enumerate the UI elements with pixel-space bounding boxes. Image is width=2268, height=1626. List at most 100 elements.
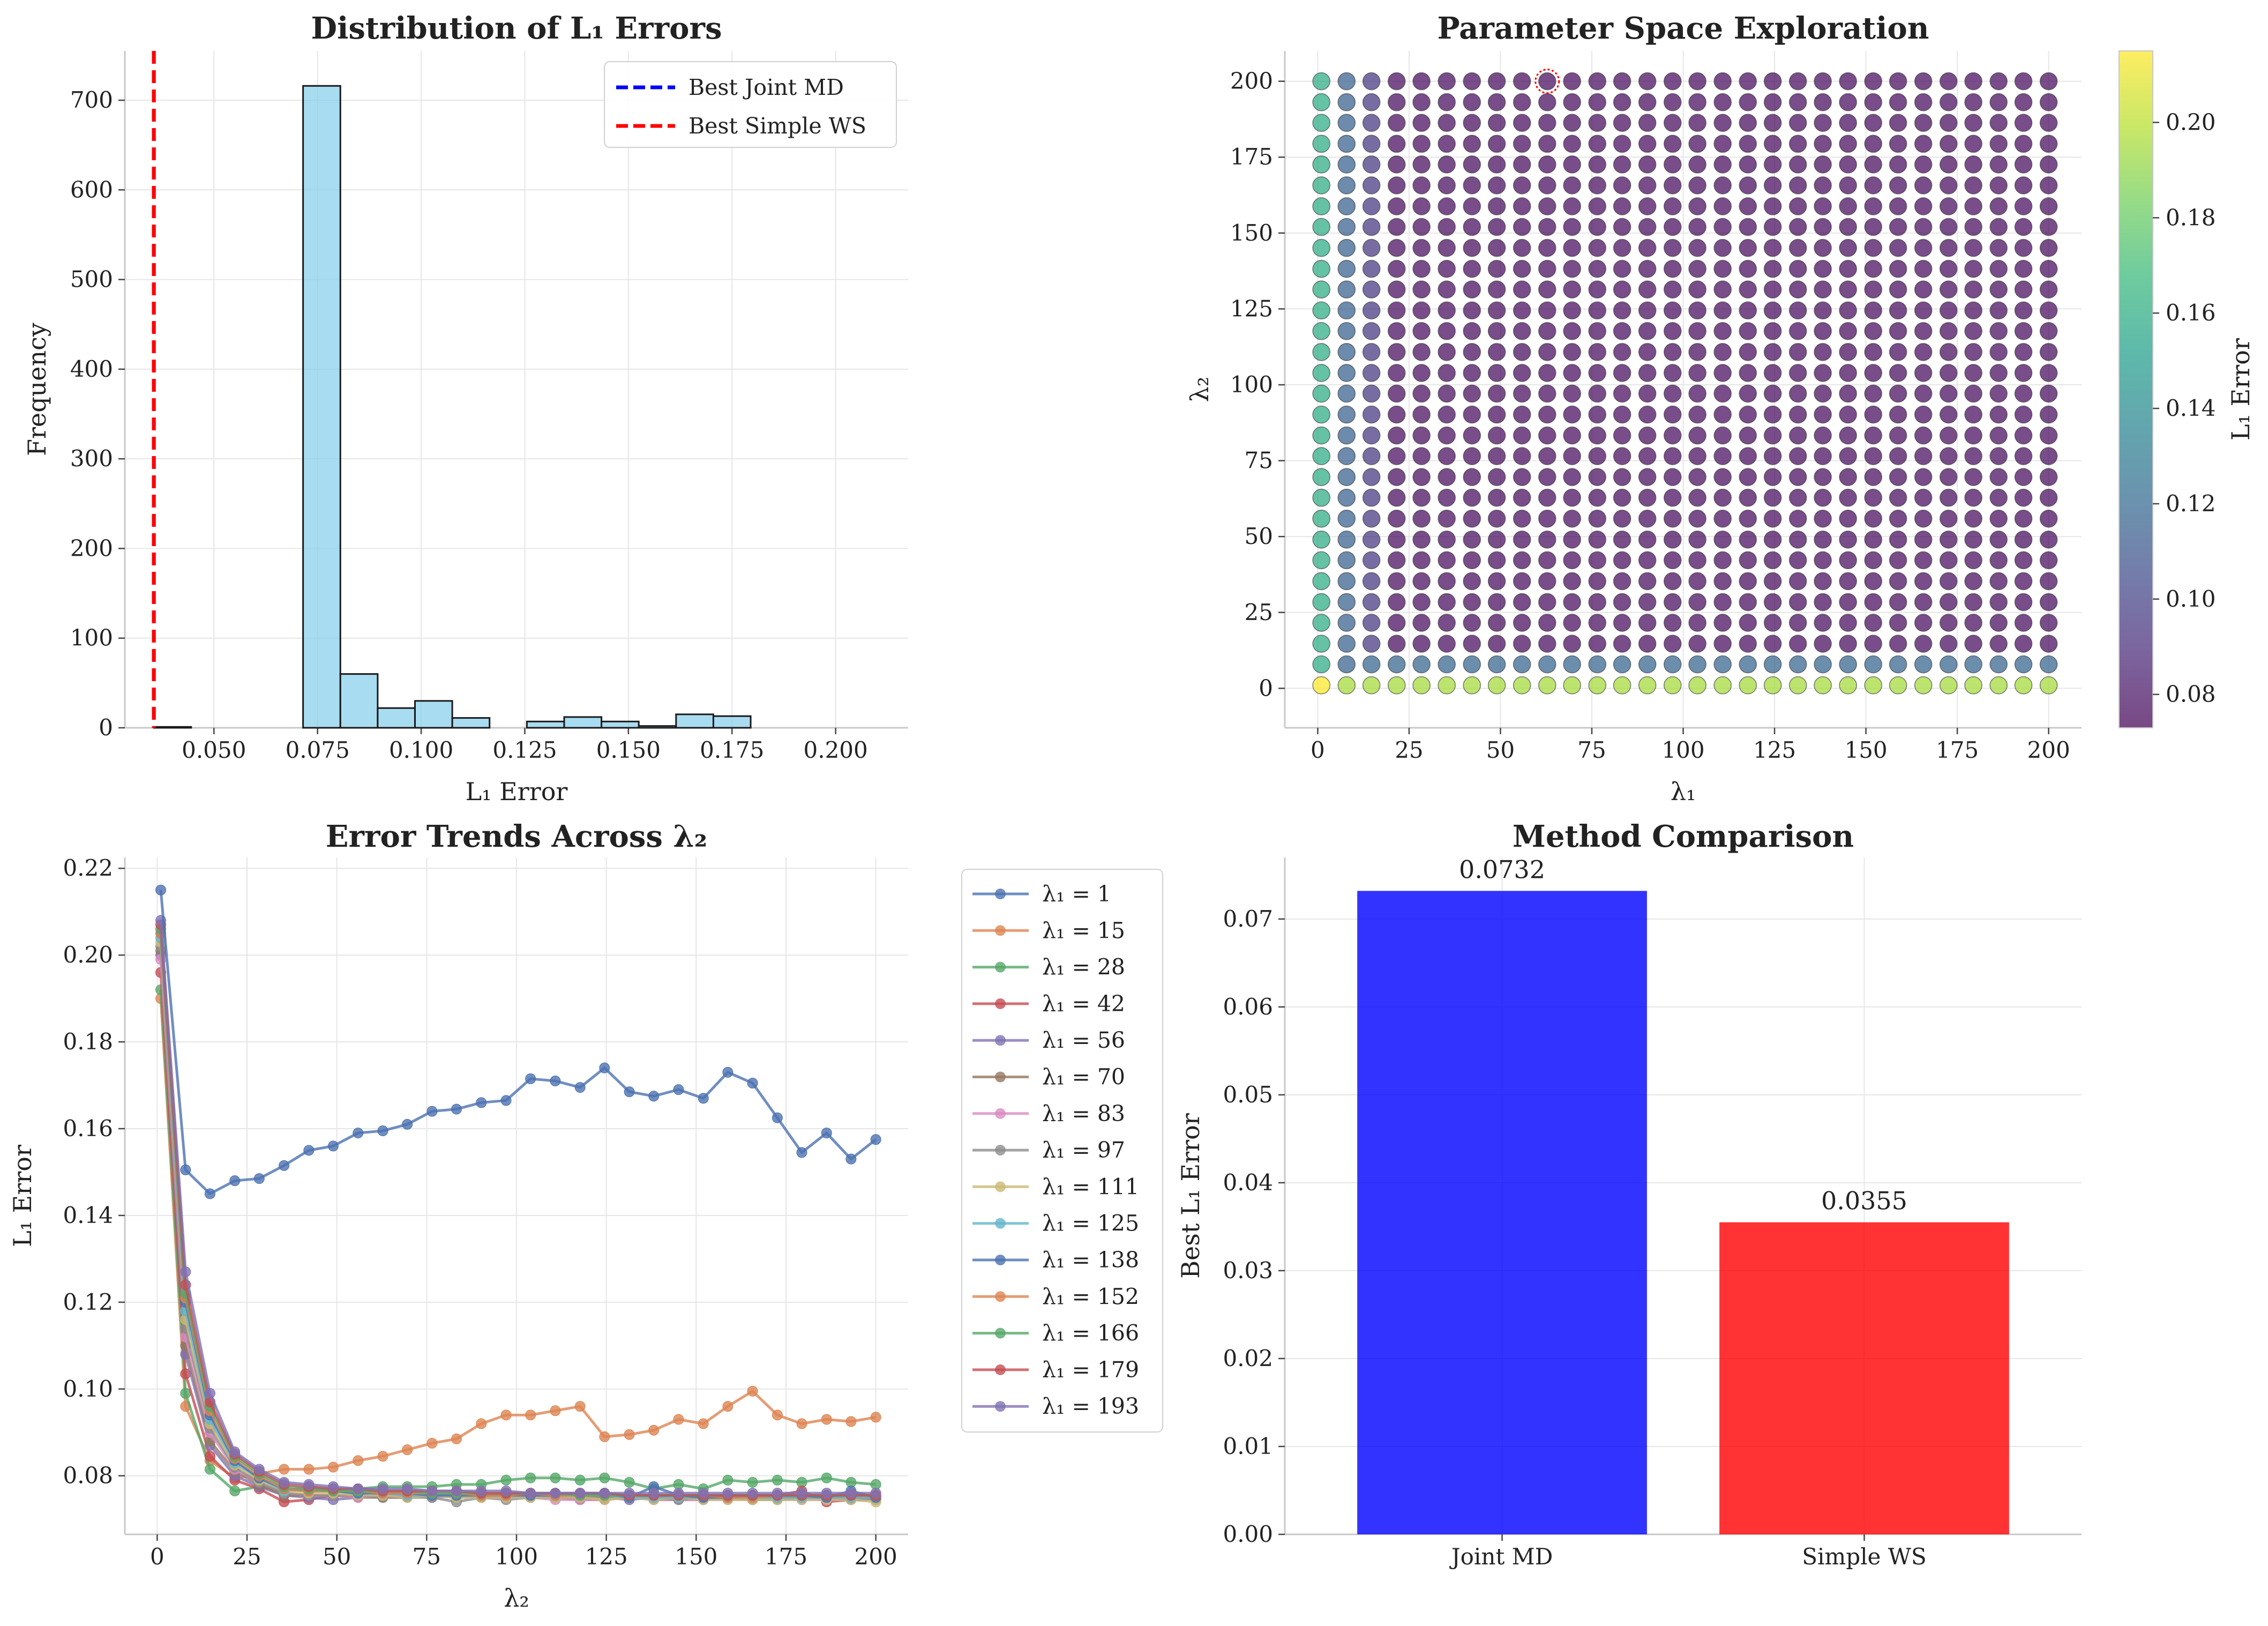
scatter-point <box>1688 676 1706 695</box>
scatter-point <box>1588 572 1607 591</box>
scatter-point <box>1889 176 1907 195</box>
scatter-point <box>1312 614 1331 632</box>
series-point <box>722 1066 733 1078</box>
scatter-point <box>1914 176 1933 195</box>
series-point <box>550 1488 561 1499</box>
scatter-point <box>1763 572 1782 591</box>
series-point <box>550 1405 561 1416</box>
scatter-point <box>1438 135 1456 153</box>
scatter-point <box>1613 176 1631 195</box>
scatter-point <box>1588 531 1607 549</box>
scatter-point <box>1412 551 1431 570</box>
series-point <box>772 1409 783 1421</box>
x-tick-label: 150 <box>675 1543 717 1570</box>
scatter-point <box>1563 384 1581 403</box>
scatter-point <box>1839 114 1857 132</box>
scatter-point <box>1788 218 1807 236</box>
scatter-point <box>1563 509 1581 528</box>
scatter-point <box>1889 343 1907 361</box>
series-point <box>451 1486 462 1497</box>
scatter-point <box>1362 322 1381 340</box>
x-tick-label: 0 <box>150 1543 164 1570</box>
scatter-point <box>1814 238 1832 257</box>
histogram-bar <box>563 716 603 729</box>
series-point <box>180 1266 191 1278</box>
series-point <box>673 1414 684 1425</box>
scatter-point <box>2039 655 2058 674</box>
scatter-point <box>1814 447 1832 465</box>
scatter-point <box>1713 322 1732 340</box>
scatter-point <box>1914 426 1933 445</box>
series-group <box>155 915 881 1499</box>
series-group <box>155 993 881 1483</box>
scatter-point <box>1788 447 1807 465</box>
scatter-point <box>1788 114 1807 132</box>
scatter-point <box>1939 72 1958 91</box>
scatter-point <box>1463 531 1481 549</box>
scatter-point <box>1889 135 1907 153</box>
series-point <box>845 1416 857 1427</box>
scatter-point <box>1563 218 1581 236</box>
scatter-point <box>1739 301 1757 320</box>
x-tick-label: 75 <box>1577 737 1606 763</box>
scatter-point <box>1713 676 1732 695</box>
scatter-point <box>1964 572 1982 591</box>
scatter-point <box>1814 259 1832 278</box>
scatter-point <box>1964 114 1982 132</box>
scatter-point <box>1814 593 1832 611</box>
scatter-point <box>1538 238 1556 257</box>
scatter-point <box>1814 426 1832 445</box>
scatter-point <box>1864 468 1882 486</box>
legend-label: λ₁ = 15 <box>1042 918 1125 943</box>
legend-label: λ₁ = 28 <box>1042 954 1125 980</box>
scatter-point <box>1814 405 1832 424</box>
scatter-point <box>1513 635 1531 653</box>
scatter-point <box>1438 488 1456 507</box>
bar-panel: 0.00 0.01 0.02 0.03 0.04 0.05 0.06 0.07 0.0732 Jo… <box>1176 819 2082 1570</box>
scatter-point <box>1487 614 1506 632</box>
scatter-point <box>1739 531 1757 549</box>
scatter-point <box>1337 405 1356 424</box>
series-point <box>500 1486 512 1497</box>
scatter-point <box>1763 135 1782 153</box>
scatter-point <box>1463 593 1481 611</box>
scatter-point <box>1914 572 1933 591</box>
series-point <box>624 1429 635 1440</box>
scatter-point <box>1964 676 1982 695</box>
scatter-point <box>1387 531 1406 549</box>
scatter-point <box>2039 531 2058 549</box>
scatter-point <box>1663 447 1682 465</box>
y-tick-label: 25 <box>1245 599 1273 625</box>
scatter-point <box>1739 384 1757 403</box>
scatter-point <box>2014 676 2033 695</box>
scatter-point <box>1387 114 1406 132</box>
y-tick-label: 50 <box>1245 523 1273 549</box>
histogram-bar <box>601 720 640 729</box>
scatter-point <box>1889 259 1907 278</box>
scatter-point <box>1939 572 1958 591</box>
scatter-point <box>1463 364 1481 382</box>
scatter-point <box>2039 301 2058 320</box>
y-tick-label: 0.07 <box>1223 906 1273 932</box>
bar-value-label: 0.0355 <box>1821 1187 1907 1215</box>
scatter-point <box>1939 197 1958 215</box>
series-point <box>525 1472 536 1483</box>
scatter-point <box>1864 364 1882 382</box>
series-point <box>377 1125 388 1137</box>
scatter-point <box>1788 655 1807 674</box>
scatter-point <box>1788 197 1807 215</box>
scatter-point <box>1387 635 1406 653</box>
scatter-point <box>1939 218 1958 236</box>
scatter-point <box>1663 635 1682 653</box>
scatter-point <box>1387 488 1406 507</box>
histogram-bar <box>414 700 453 729</box>
scatter-point <box>1613 468 1631 486</box>
series-point <box>821 1472 832 1483</box>
scatter-point <box>1613 114 1631 132</box>
scatter-point <box>1889 676 1907 695</box>
histogram-bar <box>451 717 491 729</box>
scatter-point <box>1337 197 1356 215</box>
scatter-point <box>1889 114 1907 132</box>
scatter-point <box>1763 655 1782 674</box>
legend-label: λ₁ = 179 <box>1042 1357 1139 1383</box>
